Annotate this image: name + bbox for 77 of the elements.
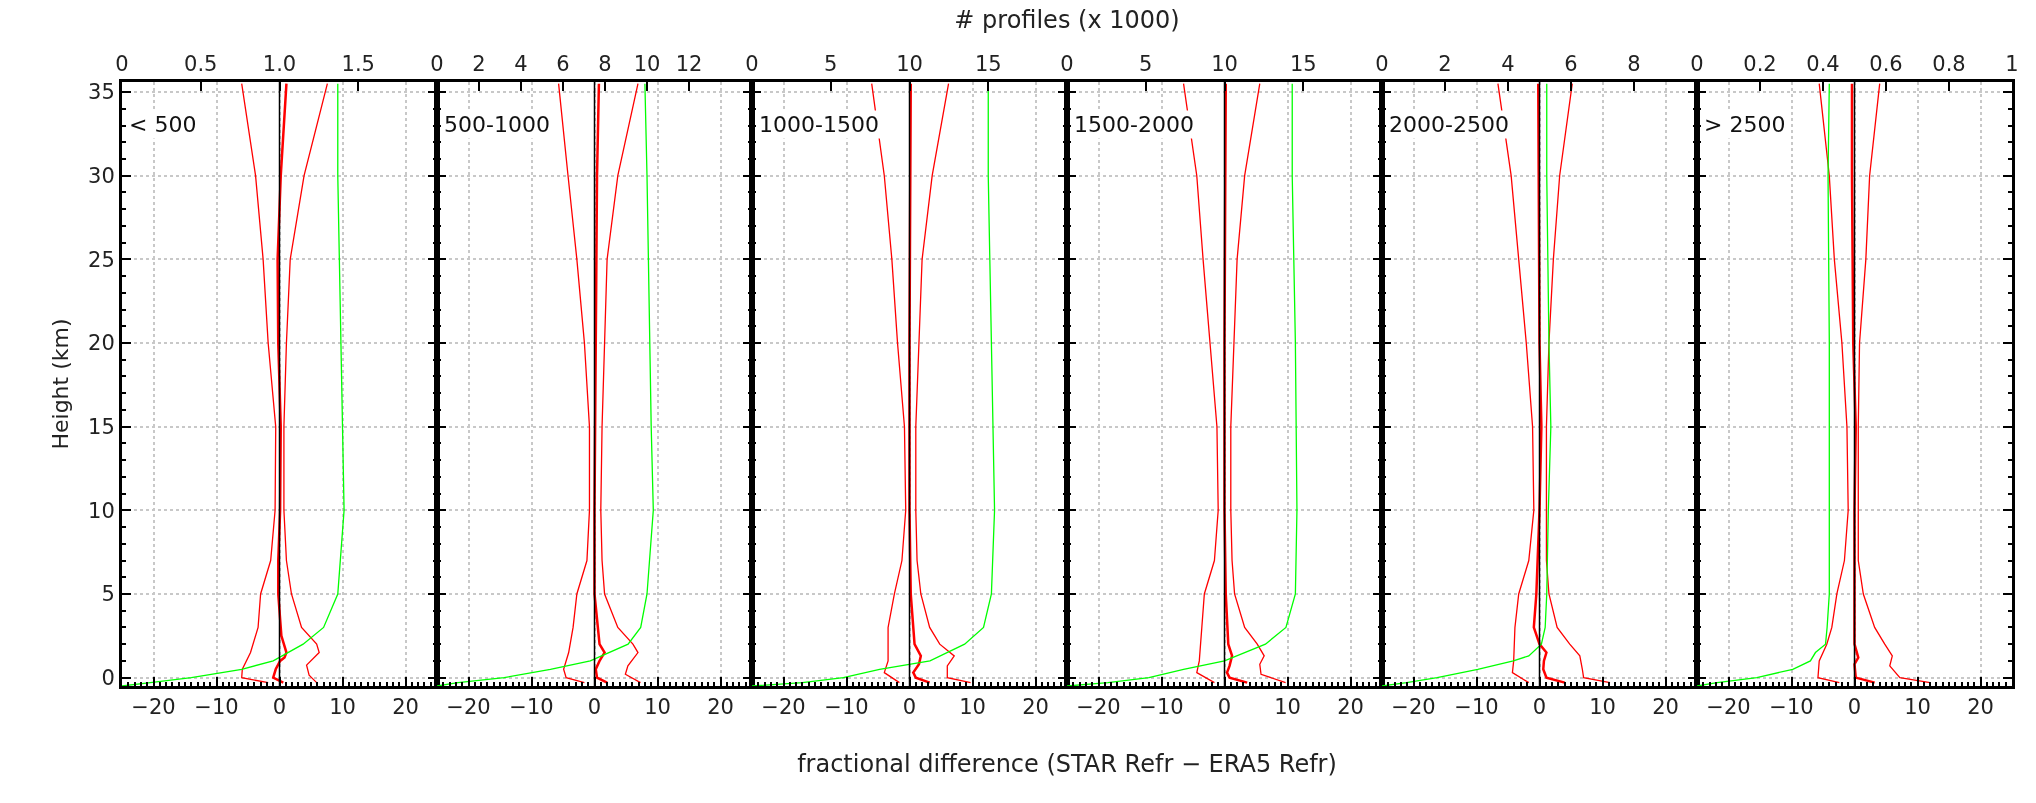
x-tick-label: −10: [509, 695, 554, 720]
x-tick-label: 0: [1532, 695, 1547, 720]
x-tick-label: −10: [1769, 695, 1814, 720]
x-tick-label: −20: [131, 695, 176, 720]
y-tick-label: 25: [88, 247, 115, 272]
x2-tick-label: 0: [1690, 51, 1704, 76]
x2-tick-label: 0.4: [1806, 51, 1840, 76]
x-tick-label: 0: [902, 695, 917, 720]
annotation: 1000-1500: [759, 112, 879, 137]
x2-tick-label: 5: [824, 51, 838, 76]
x-tick-label: 0: [1847, 695, 1862, 720]
x2-tick-label: 6: [556, 51, 570, 76]
x-tick-label: −10: [824, 695, 869, 720]
x2-tick-label: 0: [1375, 51, 1389, 76]
x-tick-label: 10: [329, 695, 356, 720]
line-series: [241, 83, 277, 684]
x2-tick-label: 12: [675, 51, 703, 76]
x2-tick-label: 0: [430, 51, 444, 76]
x2-tick-label: 1.0: [262, 51, 297, 76]
x-tick-label: 10: [959, 695, 986, 720]
x2-axis-title: # profiles (x 1000): [954, 6, 1180, 34]
x2-tick-label: 10: [896, 51, 923, 76]
x-tick-label: 20: [392, 695, 419, 720]
x2-tick-label: 4: [514, 51, 528, 76]
x2-tick-label: 0: [745, 51, 759, 76]
x2-tick-label: 6: [1564, 51, 1578, 76]
x-tick-label: −10: [1139, 695, 1184, 720]
y-tick-label: 20: [88, 331, 115, 356]
x2-tick-label: 0: [1060, 51, 1074, 76]
x-tick-label: 0: [1217, 695, 1232, 720]
x-tick-label: 0: [587, 695, 602, 720]
x-tick-label: 20: [1022, 695, 1049, 720]
x2-tick-label: 0.6: [1869, 51, 1903, 76]
y-tick-label: 15: [88, 415, 115, 440]
x-tick-label: 10: [1904, 695, 1931, 720]
x-tick-label: −10: [194, 695, 239, 720]
annotation: > 2500: [1704, 112, 1786, 137]
annotation: < 500: [129, 112, 197, 137]
x-tick-label: −20: [446, 695, 491, 720]
x2-tick-label: 15: [974, 51, 1002, 76]
x2-tick-label: 8: [1627, 51, 1641, 76]
x-tick-label: −20: [1076, 695, 1121, 720]
x2-tick-label: 0.8: [1932, 51, 1966, 76]
x2-tick-label: 1: [2005, 51, 2019, 76]
x2-tick-label: 8: [598, 51, 612, 76]
x2-tick-label: 2: [472, 51, 486, 76]
x-tick-label: 20: [707, 695, 734, 720]
x-tick-label: 10: [1589, 695, 1616, 720]
annotation: 500-1000: [444, 112, 550, 137]
x-tick-label: 20: [1337, 695, 1364, 720]
x2-tick-label: 15: [1289, 51, 1317, 76]
y-tick-label: 30: [88, 164, 115, 189]
x2-tick-label: 0.2: [1743, 51, 1777, 76]
x-tick-label: 0: [272, 695, 287, 720]
x2-tick-label: 0.5: [184, 51, 218, 76]
annotation: 2000-2500: [1389, 112, 1509, 137]
x2-tick-label: 2: [1438, 51, 1452, 76]
annotation: 1500-2000: [1074, 112, 1194, 137]
x-axis-title: fractional difference (STAR Refr − ERA5 Refr): [797, 750, 1337, 778]
x-tick-label: 10: [644, 695, 671, 720]
x-tick-label: −20: [761, 695, 806, 720]
x-tick-label: 20: [1967, 695, 1994, 720]
x-tick-label: −10: [1454, 695, 1499, 720]
x-tick-label: −20: [1706, 695, 1751, 720]
y-tick-label: 0: [101, 665, 115, 690]
y-axis-title: Height (km): [47, 318, 73, 450]
x2-tick-label: 5: [1139, 51, 1153, 76]
y-tick-label: 35: [88, 80, 115, 105]
x2-tick-label: 10: [1211, 51, 1238, 76]
x2-tick-label: 4: [1501, 51, 1515, 76]
x2-tick-label: 10: [633, 51, 661, 76]
x-tick-label: −20: [1391, 695, 1436, 720]
x2-tick-label: 1.5: [341, 51, 375, 76]
x-tick-label: 10: [1274, 695, 1301, 720]
y-tick-label: 10: [88, 498, 115, 523]
y-tick-label: 5: [101, 582, 115, 607]
x-tick-label: 20: [1652, 695, 1679, 720]
